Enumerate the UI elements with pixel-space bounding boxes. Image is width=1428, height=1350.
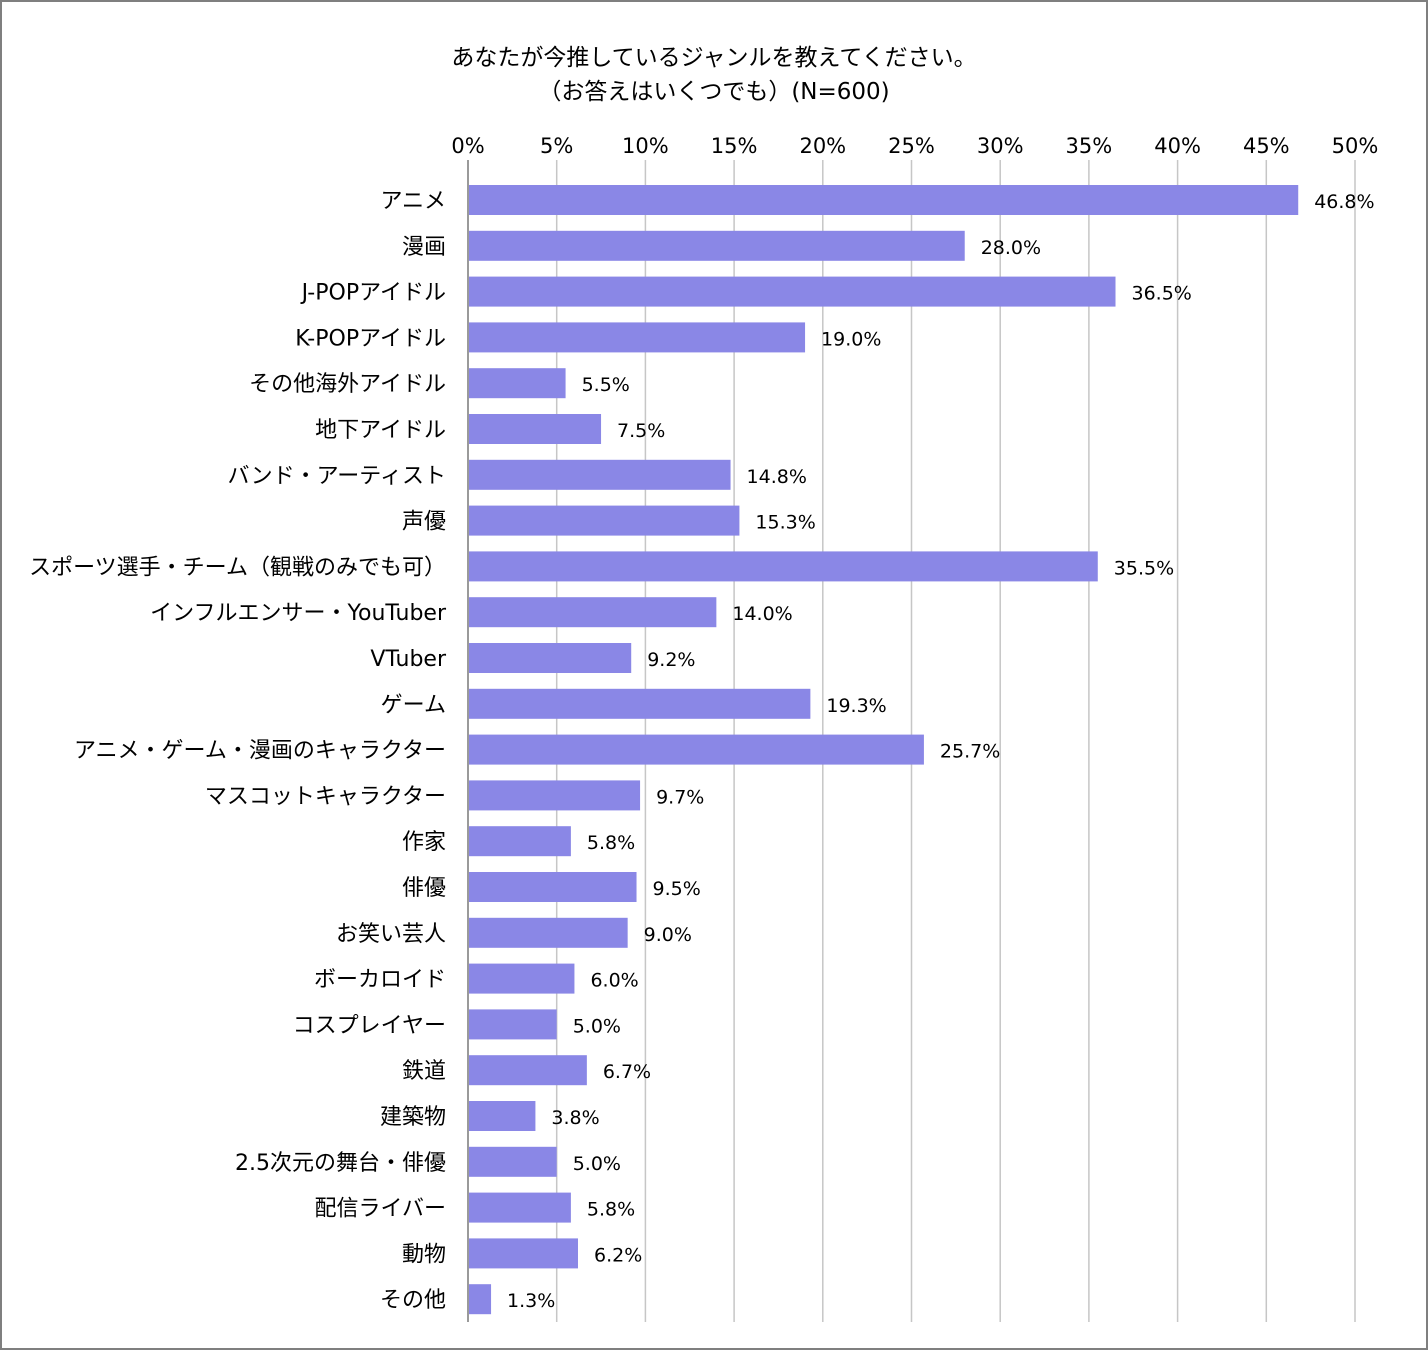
- chart-title: あなたが今推しているジャンルを教えてください。: [451, 45, 977, 71]
- data-label: 9.5%: [653, 878, 701, 900]
- category-label: コスプレイヤー: [293, 1013, 446, 1038]
- bar: [469, 734, 924, 765]
- data-label: 7.5%: [617, 420, 665, 442]
- data-label: 9.2%: [647, 649, 695, 671]
- bar: [469, 1146, 557, 1177]
- category-label: K-POPアイドル: [295, 326, 446, 351]
- category-label: 作家: [402, 830, 446, 855]
- x-tick-label: 35%: [1066, 134, 1113, 158]
- category-label: 漫画: [402, 235, 446, 260]
- bar: [469, 551, 1098, 582]
- bar: [469, 963, 575, 994]
- category-label: 俳優: [402, 876, 446, 901]
- bar: [469, 185, 1299, 215]
- data-label: 1.3%: [507, 1290, 555, 1312]
- x-tick-label: 20%: [799, 134, 846, 158]
- data-labels: 46.8% 28.0% 36.5% 19.0% 5.5% 7.5% 14.8% 15.3% 35…: [507, 191, 1375, 1312]
- data-label: 46.8%: [1314, 191, 1374, 213]
- bar: [469, 1192, 571, 1223]
- data-label: 36.5%: [1132, 283, 1192, 305]
- bar: [469, 1009, 557, 1040]
- bar: [469, 322, 806, 353]
- data-label: 19.3%: [826, 695, 886, 717]
- category-label: J-POPアイドル: [300, 281, 446, 306]
- bar: [469, 826, 571, 857]
- x-tick-label: 15%: [711, 134, 758, 158]
- category-label: 配信ライバー: [314, 1197, 446, 1222]
- category-label: アニメ・ゲーム・漫画のキャラクター: [74, 739, 446, 764]
- category-label: 声優: [402, 510, 446, 535]
- x-tick-label: 10%: [622, 134, 669, 158]
- x-axis-tick-labels: 0% 5% 10% 15% 20% 25% 30% 35% 40% 45% 50%: [451, 134, 1378, 158]
- bar: [469, 780, 641, 811]
- bar: [469, 872, 637, 902]
- bar: [469, 368, 566, 399]
- data-label: 14.0%: [732, 603, 792, 625]
- data-label: 6.0%: [590, 970, 638, 992]
- category-label: アニメ: [380, 189, 446, 214]
- category-label: 地下アイドル: [315, 418, 446, 443]
- data-label: 6.2%: [594, 1244, 642, 1266]
- data-label: 5.8%: [587, 1199, 635, 1221]
- category-label: マスコットキャラクター: [205, 784, 446, 809]
- bar: [469, 505, 740, 536]
- data-label: 15.3%: [755, 512, 815, 534]
- data-label: 5.5%: [582, 374, 630, 396]
- bars: [469, 185, 1299, 1315]
- data-label: 3.8%: [551, 1107, 599, 1129]
- x-tick-label: 45%: [1243, 134, 1290, 158]
- x-tick-label: 30%: [977, 134, 1024, 158]
- data-label: 19.0%: [821, 328, 881, 350]
- category-label: ゲーム: [381, 693, 446, 718]
- category-label: その他海外アイドル: [249, 372, 446, 397]
- category-label: ボーカロイド: [314, 968, 446, 993]
- bar: [469, 459, 731, 490]
- x-tick-label: 0%: [451, 134, 484, 158]
- bar: [469, 230, 965, 261]
- data-label: 5.8%: [587, 832, 635, 854]
- data-label: 25.7%: [940, 741, 1000, 763]
- category-label: インフルエンサー・YouTuber: [150, 601, 447, 626]
- data-label: 5.0%: [573, 1153, 621, 1175]
- bar: [469, 597, 717, 628]
- bar: [469, 917, 628, 948]
- category-label: お笑い芸人: [336, 922, 446, 947]
- x-tick-label: 40%: [1154, 134, 1201, 158]
- bar: [469, 1055, 587, 1086]
- category-label: バンド・アーティスト: [228, 464, 446, 489]
- x-tick-label: 50%: [1332, 134, 1379, 158]
- category-label: 2.5次元の舞台・俳優: [235, 1151, 446, 1176]
- data-label: 5.0%: [573, 1015, 621, 1037]
- category-label: VTuber: [370, 647, 447, 672]
- bar: [469, 643, 632, 673]
- category-label: 動物: [402, 1242, 446, 1267]
- bar: [469, 1284, 492, 1315]
- data-label: 6.7%: [603, 1061, 651, 1083]
- data-label: 9.7%: [656, 786, 704, 808]
- bar: [469, 276, 1116, 307]
- data-label: 14.8%: [747, 466, 807, 488]
- x-tick-label: 5%: [540, 134, 573, 158]
- category-label: 鉄道: [402, 1059, 446, 1084]
- bar: [469, 688, 811, 719]
- category-label: その他: [380, 1288, 446, 1313]
- chart-subtitle: （お答えはいくつでも）(N=600): [538, 79, 890, 105]
- bar: [469, 1238, 578, 1269]
- data-label: 28.0%: [981, 237, 1041, 259]
- category-label: スポーツ選手・チーム（観戦のみでも可）: [29, 555, 446, 580]
- bar: [469, 414, 602, 444]
- data-label: 35.5%: [1114, 557, 1174, 579]
- x-tick-label: 25%: [888, 134, 935, 158]
- category-label: 建築物: [380, 1105, 446, 1130]
- bar: [469, 1101, 536, 1131]
- data-label: 9.0%: [644, 924, 692, 946]
